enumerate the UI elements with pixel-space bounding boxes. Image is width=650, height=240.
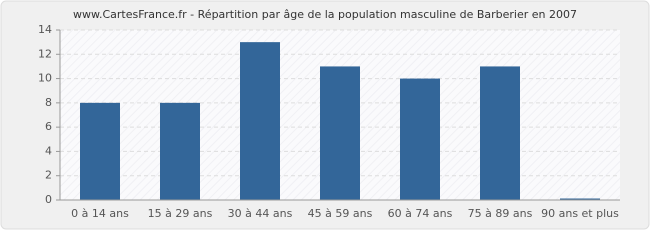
bar	[480, 66, 520, 200]
page: www.CartesFrance.fr - Répartition par âg…	[0, 0, 650, 230]
x-tick-label: 60 à 74 ans	[388, 207, 453, 220]
bar	[240, 42, 280, 201]
y-tick-label: 10	[38, 72, 52, 85]
y-tick-label: 4	[45, 144, 52, 157]
chart: www.CartesFrance.fr - Répartition par âg…	[0, 0, 650, 230]
y-tick-label: 12	[38, 47, 52, 60]
x-tick-label: 75 à 89 ans	[468, 207, 533, 220]
chart-title: www.CartesFrance.fr - Répartition par âg…	[73, 8, 577, 21]
x-tick-label: 45 à 59 ans	[308, 207, 373, 220]
bar	[160, 102, 200, 200]
y-tick-label: 2	[45, 169, 52, 182]
bar	[560, 198, 600, 200]
y-tick-label: 6	[45, 120, 52, 133]
y-tick-label: 0	[45, 193, 52, 206]
x-tick-label: 15 à 29 ans	[148, 207, 213, 220]
bar	[320, 66, 360, 200]
bar	[400, 78, 440, 200]
x-tick-label: 30 à 44 ans	[228, 207, 293, 220]
y-tick-label: 14	[38, 23, 52, 36]
x-tick-label: 90 ans et plus	[541, 207, 619, 220]
bar	[80, 102, 120, 200]
x-tick-label: 0 à 14 ans	[71, 207, 129, 220]
y-tick-label: 8	[45, 96, 52, 109]
